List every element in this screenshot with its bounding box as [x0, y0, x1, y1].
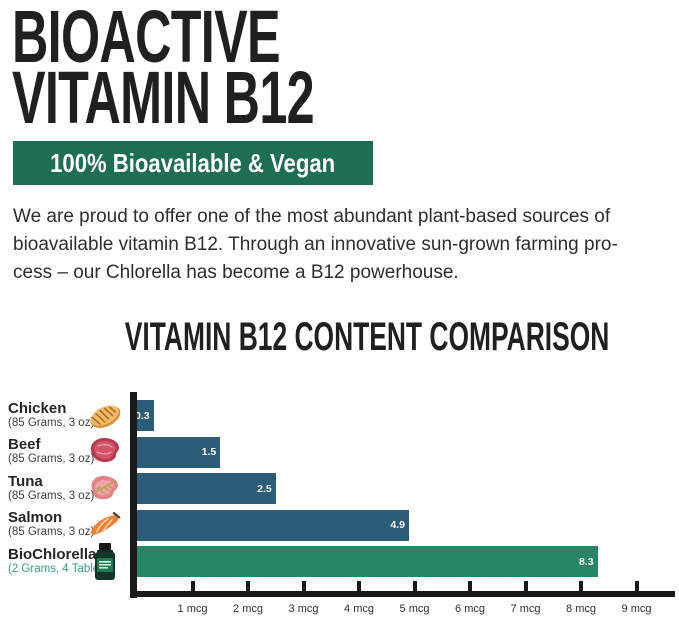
bar-beef: 1.5: [137, 436, 221, 468]
bar-chicken: 0.3: [135, 400, 154, 431]
intro-line-1: We are proud to offer one of the most ab…: [13, 206, 611, 227]
category-label-salmon: Salmon (85 Grams, 3 oz): [8, 509, 126, 539]
bar-biochlorella: 8.3: [137, 546, 598, 577]
bar-value-label: 8.3: [579, 555, 594, 568]
category-subtitle: (85 Grams, 3 oz): [8, 526, 95, 538]
category-name: Salmon: [8, 509, 63, 526]
banner-text: 100% Bioavailable & Vegan: [50, 147, 336, 178]
chart-title-text: VITAMIN B12 CONTENT COMPARISON: [124, 315, 610, 359]
tuna-icon: [84, 468, 126, 510]
y-axis: [130, 392, 137, 598]
salmon-icon: [84, 504, 126, 546]
intro-paragraph: We are proud to offer one of the most ab…: [13, 203, 663, 287]
bar-tuna: 2.5: [137, 473, 276, 504]
category-label-biochlorella: BioChlorella (2 Grams, 4 Tablets): [8, 546, 126, 576]
x-axis-tick-label: 6 mcg: [455, 603, 485, 615]
bar-value-label: 2.5: [257, 482, 272, 495]
bar-salmon: 4.9: [137, 509, 409, 541]
page-title-line-1: BIOACTIVE: [12, 0, 406, 74]
beef-icon: [84, 431, 126, 473]
category-name: Chicken: [8, 399, 67, 417]
category-subtitle: (2 Grams, 4 Tablets): [8, 562, 112, 575]
x-axis-tick: [190, 581, 195, 591]
bar-value-label: 4.9: [390, 519, 405, 531]
category-subtitle: (85 Grams, 3 oz): [8, 489, 95, 502]
x-axis-tick-label: 7 mcg: [510, 603, 541, 615]
category-subtitle: (85 Grams, 3 oz): [8, 416, 95, 429]
bar-value-label: 1.5: [201, 446, 217, 458]
x-axis-tick: [523, 581, 528, 591]
x-axis-tick: [634, 581, 639, 591]
banner: 100% Bioavailable & Vegan: [13, 141, 373, 185]
x-axis-tick-label: 5 mcg: [399, 603, 430, 615]
category-label-chicken: Chicken (85 Grams, 3 oz): [8, 400, 126, 430]
x-axis-tick: [246, 581, 250, 591]
bar-value-label: 0.3: [135, 409, 150, 422]
x-axis: [130, 591, 675, 597]
intro-line-2: bioavailable vitamin B12. Through an inn…: [13, 234, 618, 255]
page-title-text-2: VITAMIN B12: [12, 56, 315, 139]
x-axis-tick-label: 8 mcg: [566, 603, 596, 615]
x-axis-tick: [412, 581, 417, 591]
x-axis-tick: [357, 581, 361, 591]
supplement-bottle-icon: [84, 541, 126, 583]
x-axis-tick: [301, 581, 306, 591]
x-axis-tick-label: 4 mcg: [344, 603, 374, 615]
x-axis-tick-label: 9 mcg: [621, 603, 652, 615]
chart-title: VITAMIN B12 CONTENT COMPARISON: [0, 317, 679, 357]
intro-line-3: cess – our Chlorella has become a B12 po…: [13, 262, 459, 283]
x-axis-tick: [468, 581, 472, 591]
chicken-icon: [84, 395, 126, 437]
category-subtitle: (85 Grams, 3 oz): [8, 453, 95, 465]
category-label-beef: Beef (85 Grams, 3 oz): [8, 436, 126, 466]
x-axis-tick: [579, 581, 583, 591]
x-axis-tick-label: 3 mcg: [288, 603, 319, 615]
category-name: Beef: [8, 436, 41, 453]
x-axis-tick-label: 2 mcg: [233, 603, 263, 615]
x-axis-tick-label: 1 mcg: [177, 603, 208, 615]
page-title-line-2: VITAMIN B12: [12, 61, 456, 135]
category-name: Tuna: [8, 472, 43, 490]
page-title-text-1: BIOACTIVE: [12, 0, 281, 78]
category-label-tuna: Tuna (85 Grams, 3 oz): [8, 473, 126, 503]
category-name: BioChlorella: [8, 545, 97, 563]
